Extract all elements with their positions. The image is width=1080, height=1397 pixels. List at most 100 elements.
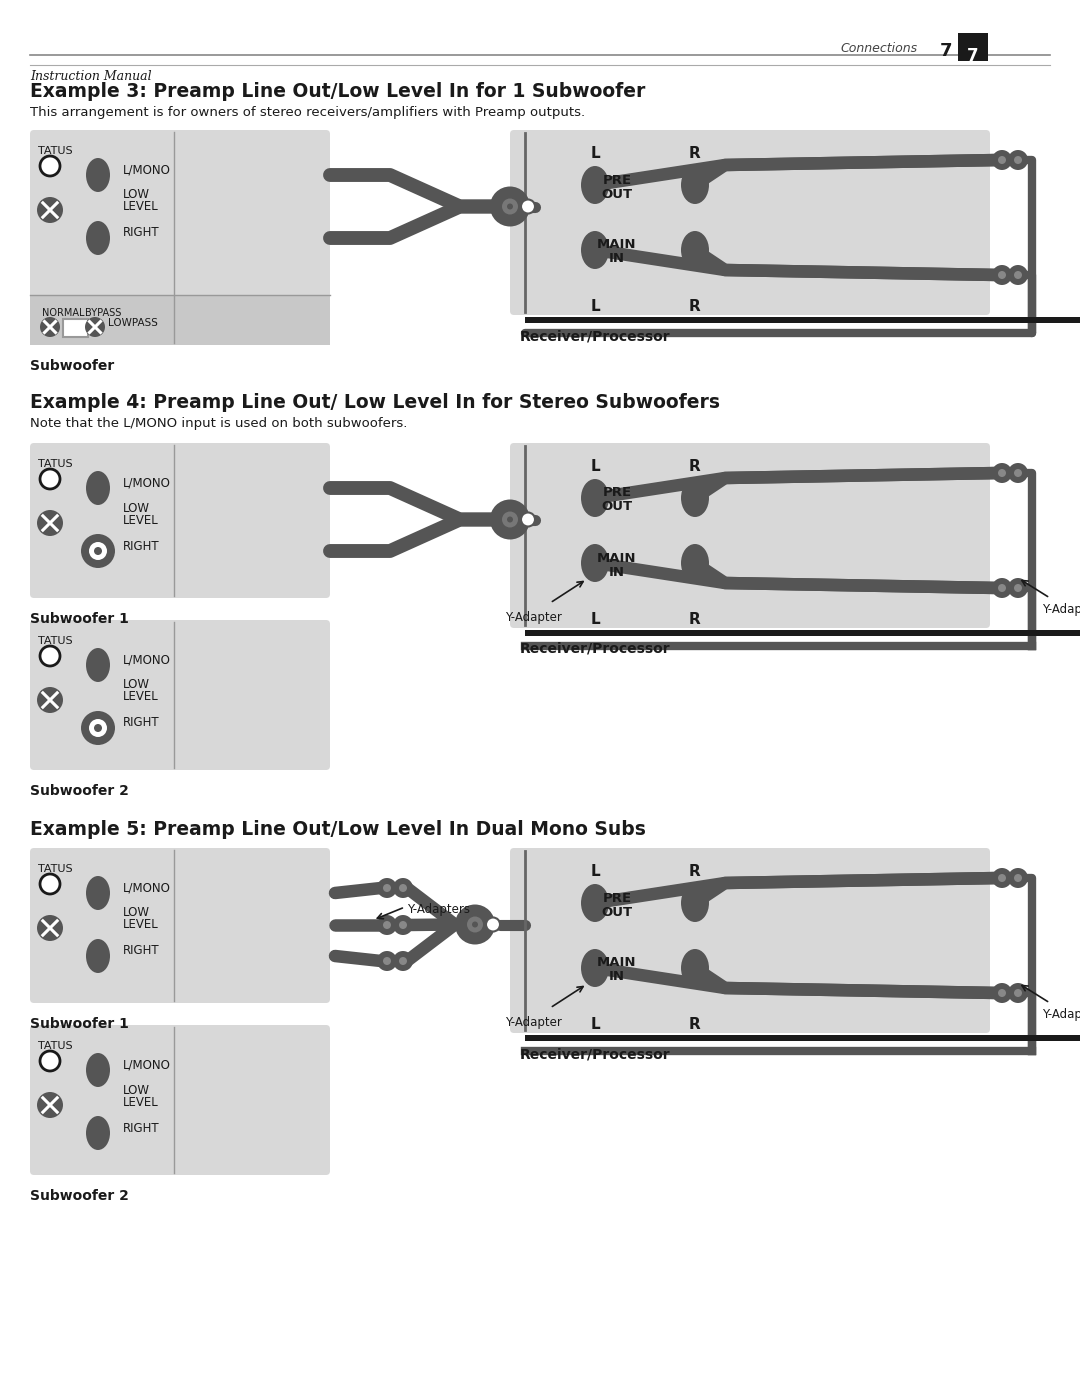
Circle shape [1008,265,1028,285]
Circle shape [521,200,535,214]
Circle shape [1008,868,1028,888]
Bar [525,630,1080,636]
Circle shape [490,187,530,226]
Text: Example 5: Preamp Line Out/Low Level In Dual Mono Subs: Example 5: Preamp Line Out/Low Level In … [30,820,646,840]
Text: Receiver/Processor: Receiver/Processor [519,643,671,657]
Text: IN: IN [609,971,625,983]
Text: Subwoofer: Subwoofer [30,359,114,373]
Ellipse shape [681,543,708,583]
Text: R: R [689,460,701,474]
Circle shape [94,548,102,555]
Text: Subwoofer 1: Subwoofer 1 [30,1017,129,1031]
Circle shape [467,916,483,933]
Circle shape [81,534,114,569]
Text: R: R [689,612,701,627]
Text: L: L [590,460,599,474]
Bar [30,295,330,345]
Circle shape [40,156,60,176]
Text: L: L [590,1017,599,1032]
FancyBboxPatch shape [30,848,330,1003]
Ellipse shape [581,166,609,204]
Text: Y-Adapter: Y-Adapter [505,610,562,624]
Ellipse shape [581,884,609,922]
Text: Subwoofer 2: Subwoofer 2 [30,784,129,798]
Circle shape [1008,983,1028,1003]
Text: Subwoofer 1: Subwoofer 1 [30,612,129,626]
Text: RIGHT: RIGHT [123,717,160,729]
Circle shape [399,957,407,965]
Circle shape [37,510,63,536]
Text: 7: 7 [940,42,953,60]
Circle shape [393,951,413,971]
Circle shape [37,915,63,942]
Circle shape [1008,462,1028,483]
Text: Receiver/Processor: Receiver/Processor [519,1046,671,1060]
Text: IN: IN [609,253,625,265]
Ellipse shape [681,231,708,270]
Ellipse shape [581,479,609,517]
Circle shape [1014,875,1022,882]
Text: L/MONO: L/MONO [123,882,171,894]
Text: 7: 7 [968,47,978,66]
Text: L: L [590,147,599,161]
Text: MAIN: MAIN [597,239,637,251]
Ellipse shape [86,471,110,504]
Text: TATUS: TATUS [38,636,72,645]
Text: L/MONO: L/MONO [123,654,171,666]
Text: TATUS: TATUS [38,460,72,469]
Text: TATUS: TATUS [38,147,72,156]
Ellipse shape [86,939,110,972]
Circle shape [1014,156,1022,163]
Text: BYPASS: BYPASS [85,307,121,319]
FancyBboxPatch shape [510,443,990,629]
Ellipse shape [681,949,708,988]
Text: L: L [590,299,599,314]
Ellipse shape [581,949,609,988]
Circle shape [486,918,500,932]
Circle shape [993,462,1012,483]
Text: MAIN: MAIN [597,552,637,564]
Ellipse shape [681,479,708,517]
Bar [63,319,87,337]
Ellipse shape [86,648,110,682]
Circle shape [37,197,63,224]
Circle shape [40,875,60,894]
Text: OUT: OUT [602,905,633,918]
Circle shape [998,584,1005,592]
Text: This arrangement is for owners of stereo receivers/amplifiers with Preamp output: This arrangement is for owners of stereo… [30,106,585,119]
Circle shape [40,645,60,666]
Circle shape [998,156,1005,163]
Text: Example 3: Preamp Line Out/Low Level In for 1 Subwoofer: Example 3: Preamp Line Out/Low Level In … [30,82,646,101]
Circle shape [521,513,535,527]
Text: LEVEL: LEVEL [123,918,159,932]
Ellipse shape [581,231,609,270]
Circle shape [1008,578,1028,598]
Ellipse shape [681,166,708,204]
Text: PRE: PRE [603,891,632,904]
Ellipse shape [581,543,609,583]
Text: L/MONO: L/MONO [123,1059,171,1071]
Circle shape [998,469,1005,476]
Text: MAIN: MAIN [597,957,637,970]
Text: RIGHT: RIGHT [123,226,160,239]
Circle shape [383,921,391,929]
Circle shape [377,915,397,935]
FancyBboxPatch shape [510,130,990,314]
Circle shape [89,542,107,560]
Circle shape [993,149,1012,170]
FancyBboxPatch shape [30,130,330,345]
Circle shape [37,1092,63,1118]
Text: Connections: Connections [840,42,917,54]
Text: LEVEL: LEVEL [123,201,159,214]
Text: OUT: OUT [602,187,633,201]
Circle shape [377,877,397,898]
Circle shape [37,687,63,712]
Bar [958,34,988,61]
Circle shape [993,265,1012,285]
Circle shape [40,317,60,337]
Text: Y-Adapter: Y-Adapter [505,1016,562,1030]
Text: LOW: LOW [123,1084,150,1097]
Text: L: L [590,863,599,879]
Circle shape [40,1051,60,1071]
Circle shape [455,904,495,944]
